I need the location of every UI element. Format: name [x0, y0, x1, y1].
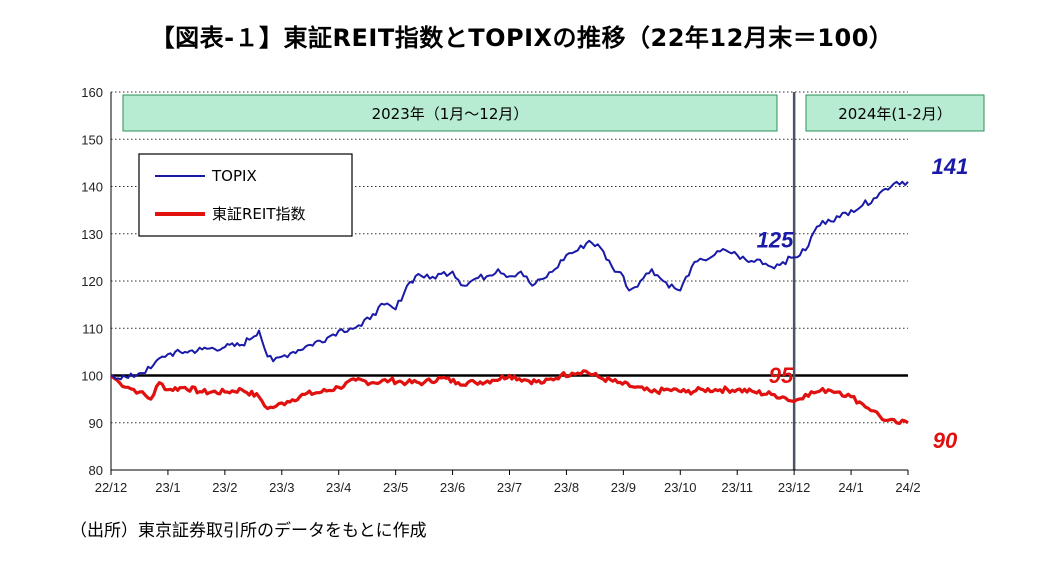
annotation-141: 141 [932, 154, 969, 179]
x-tick-label: 23/4 [326, 480, 351, 495]
x-tick-label: 23/6 [440, 480, 465, 495]
y-tick-label: 130 [81, 227, 103, 242]
band-2024-label: 2024年(1-2月） [838, 105, 952, 123]
axes: 160 150 140 130 120 110 100 90 80 22/12 23/1 23/2 23… [81, 85, 920, 495]
series-line-topix [110, 180, 909, 381]
x-tick-label: 23/11 [721, 480, 753, 495]
legend-box [138, 153, 353, 237]
x-tick-label: 23/8 [554, 480, 579, 495]
gridlines [111, 91, 908, 470]
period-bands: 2023年（1月～12月） 2024年(1-2月） [122, 94, 985, 132]
series-lines [109, 180, 909, 425]
y-tick-label: 140 [81, 180, 103, 195]
x-tick-label: 22/12 [95, 480, 128, 495]
legend-topix-label: TOPIX [211, 167, 257, 185]
legend-reit-label: 東証REIT指数 [212, 205, 306, 223]
y-tick-label: 160 [81, 85, 103, 100]
annotation-95: 95 [769, 363, 794, 388]
y-tick-label: 110 [82, 321, 103, 336]
x-tick-label: 24/1 [838, 480, 863, 495]
x-tick-label: 23/7 [497, 480, 522, 495]
x-tick-label: 23/12 [778, 480, 811, 495]
band-2023 [122, 94, 778, 132]
y-tick-label: 90 [89, 416, 103, 431]
x-tick-label: 23/10 [664, 480, 697, 495]
x-tick-label: 23/5 [383, 480, 408, 495]
x-tick-label: 23/1 [155, 480, 180, 495]
x-tick-label: 23/2 [212, 480, 237, 495]
y-tick-label: 150 [81, 132, 103, 147]
series-line-reit [109, 369, 909, 425]
chart-title: 【図表-１】東証REIT指数とTOPIXの推移（22年12月末＝100） [150, 24, 894, 52]
source-note: （出所）東京証券取引所のデータをもとに作成 [70, 521, 427, 541]
y-tick-label: 80 [89, 463, 103, 478]
x-tick-label: 24/2 [895, 480, 920, 495]
x-tick-label: 23/3 [269, 480, 294, 495]
annotation-125: 125 [757, 227, 794, 252]
annotation-90: 90 [933, 428, 958, 453]
y-tick-label: 100 [81, 369, 103, 384]
legend: TOPIX 東証REIT指数 [138, 153, 353, 237]
band-2023-label: 2023年（1月～12月） [372, 105, 529, 123]
band-2024 [805, 94, 985, 132]
y-tick-label: 120 [81, 274, 103, 289]
x-tick-label: 23/9 [611, 480, 636, 495]
end-labels: 141 125 95 90 [757, 154, 969, 453]
